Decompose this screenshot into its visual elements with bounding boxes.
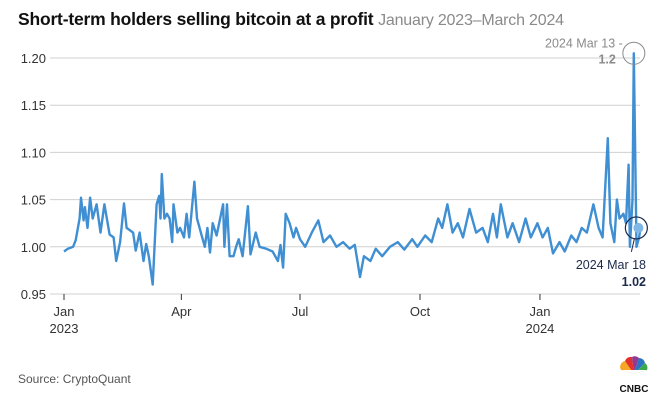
gridlines xyxy=(50,57,640,295)
chart-subtitle: January 2023–March 2024 xyxy=(378,12,564,29)
x-tick-label: Jan xyxy=(54,304,75,319)
y-tick-label: 1.10 xyxy=(21,145,46,160)
annotation-peak-value: 1.2 xyxy=(598,52,615,66)
x-tick-label: Jan xyxy=(529,304,550,319)
y-axis: 0.95 1.00 1.05 1.10 1.15 1.20 xyxy=(21,51,46,302)
y-tick-label: 1.20 xyxy=(21,51,46,66)
annotation-peak-date: 2024 Mar 13 - xyxy=(545,36,623,50)
y-tick-label: 0.95 xyxy=(21,287,46,302)
series-line xyxy=(63,52,642,286)
x-tick-year: 2024 xyxy=(525,321,554,336)
x-axis: Jan 2023 Apr Jul Oct Jan 2024 xyxy=(50,294,554,336)
y-tick-label: 1.00 xyxy=(21,240,46,255)
title-text: Short-term holders selling bitcoin at a … xyxy=(18,9,374,29)
x-tick-year: 2023 xyxy=(50,321,79,336)
annotation-marker-peak xyxy=(622,41,646,65)
annotation-latest-date: 2024 Mar 18 xyxy=(576,258,646,272)
y-tick-label: 1.05 xyxy=(21,193,46,208)
x-tick-label: Jul xyxy=(292,304,309,319)
x-tick-label: Apr xyxy=(171,304,192,319)
annotation-marker-latest xyxy=(624,216,648,240)
annotation-dot-latest xyxy=(633,222,644,233)
annotations: 2024 Mar 13 - 1.2 2024 Mar 18 1.02 xyxy=(545,36,648,289)
chart-title: Short-term holders selling bitcoin at a … xyxy=(18,9,564,30)
cnbc-logo: CNBC xyxy=(620,356,649,395)
x-tick-label: Oct xyxy=(410,304,431,319)
annotation-pointer xyxy=(630,238,635,253)
source-note: Source: CryptoQuant xyxy=(18,372,131,386)
annotation-latest-value: 1.02 xyxy=(622,275,646,289)
y-tick-label: 1.15 xyxy=(21,98,46,113)
svg-text:CNBC: CNBC xyxy=(620,384,649,395)
